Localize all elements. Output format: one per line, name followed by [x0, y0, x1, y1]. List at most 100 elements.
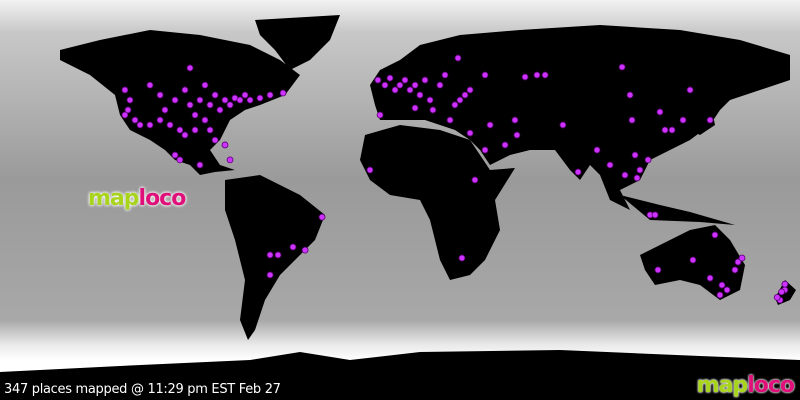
place-marker — [211, 136, 219, 144]
maploco-logo-corner[interactable]: maploco — [697, 373, 795, 398]
place-marker — [318, 213, 326, 221]
landmasses — [0, 15, 800, 400]
place-marker — [781, 280, 789, 288]
place-marker — [221, 96, 229, 104]
place-marker — [511, 116, 519, 124]
place-marker — [718, 281, 726, 289]
place-marker — [416, 91, 424, 99]
place-marker — [166, 121, 174, 129]
place-marker — [256, 94, 264, 102]
place-marker — [381, 81, 389, 89]
place-marker — [206, 101, 214, 109]
place-marker — [421, 76, 429, 84]
place-marker — [176, 156, 184, 164]
place-marker — [201, 81, 209, 89]
place-marker — [181, 131, 189, 139]
place-marker — [446, 116, 454, 124]
place-marker — [541, 71, 549, 79]
place-marker — [738, 254, 746, 262]
place-marker — [191, 126, 199, 134]
status-text: 347 places mapped @ 11:29 pm EST Feb 27 — [4, 382, 281, 397]
place-marker — [734, 258, 742, 266]
place-marker — [778, 288, 785, 296]
place-marker — [441, 71, 449, 79]
place-marker — [633, 174, 641, 182]
place-marker — [211, 91, 219, 99]
place-marker — [191, 111, 199, 119]
place-marker — [181, 86, 189, 94]
place-marker — [171, 151, 179, 159]
eurasia — [370, 25, 790, 210]
place-marker — [246, 96, 254, 104]
place-marker — [156, 91, 164, 99]
place-marker — [668, 126, 676, 134]
place-marker — [206, 126, 214, 134]
place-marker — [773, 293, 781, 301]
place-marker — [401, 76, 409, 84]
place-marker — [451, 101, 459, 109]
place-marker — [723, 286, 731, 294]
place-marker — [706, 274, 714, 282]
place-marker — [146, 121, 154, 129]
place-marker — [559, 121, 567, 129]
place-marker — [176, 126, 184, 134]
place-marker — [266, 251, 274, 259]
place-marker — [679, 116, 687, 124]
place-marker — [279, 89, 287, 97]
place-marker — [241, 91, 249, 99]
place-marker — [458, 254, 466, 262]
place-marker — [221, 141, 229, 149]
place-marker — [711, 231, 719, 239]
place-marker — [461, 91, 469, 99]
place-marker — [196, 161, 204, 169]
place-marker — [396, 81, 404, 89]
place-marker — [689, 256, 697, 264]
place-marker — [201, 116, 209, 124]
place-marker — [574, 168, 582, 176]
place-marker — [186, 101, 194, 109]
place-marker — [471, 176, 479, 184]
place-marker — [376, 111, 384, 119]
place-marker — [501, 141, 509, 149]
place-marker — [186, 64, 194, 72]
place-marker — [161, 106, 169, 114]
place-marker — [126, 96, 134, 104]
place-marker — [236, 96, 244, 104]
greenland — [255, 15, 340, 70]
place-marker — [146, 81, 154, 89]
place-marker — [411, 104, 419, 112]
place-marker — [593, 146, 601, 154]
place-marker — [636, 166, 644, 174]
place-marker — [301, 246, 309, 254]
place-marker — [654, 266, 662, 274]
place-marker — [621, 171, 629, 179]
place-marker — [366, 166, 374, 174]
place-marker — [454, 54, 462, 62]
place-marker — [481, 71, 489, 79]
place-marker — [661, 126, 669, 134]
place-marker — [121, 86, 129, 94]
place-marker — [266, 271, 274, 279]
place-marker — [131, 116, 139, 124]
place-marker — [156, 116, 164, 124]
place-marker — [606, 161, 614, 169]
place-marker — [226, 101, 234, 109]
place-marker — [426, 96, 434, 104]
place-marker — [686, 86, 694, 94]
place-marker — [628, 116, 636, 124]
place-marker — [196, 96, 204, 104]
place-marker — [521, 73, 529, 81]
place-marker — [656, 108, 664, 116]
place-marker — [513, 131, 521, 139]
place-marker — [406, 86, 414, 94]
logo-text-loco: loco — [747, 373, 795, 398]
place-marker — [533, 71, 541, 79]
japan — [690, 100, 715, 135]
place-marker — [266, 91, 274, 99]
south-america — [225, 175, 325, 340]
marker-layer — [121, 54, 789, 304]
north-america — [60, 30, 300, 175]
place-marker — [466, 129, 474, 137]
maploco-logo: maploco — [88, 186, 186, 211]
